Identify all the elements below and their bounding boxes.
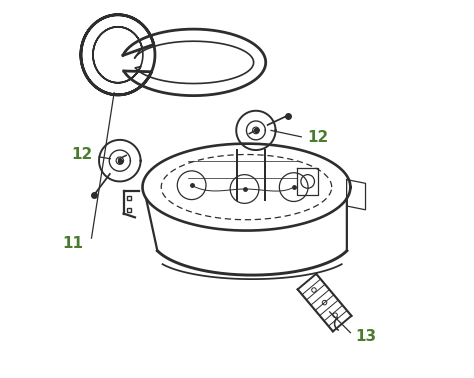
- Text: 12: 12: [308, 130, 329, 146]
- Text: 12: 12: [72, 147, 92, 163]
- Text: 13: 13: [355, 329, 376, 344]
- Text: 11: 11: [62, 236, 83, 251]
